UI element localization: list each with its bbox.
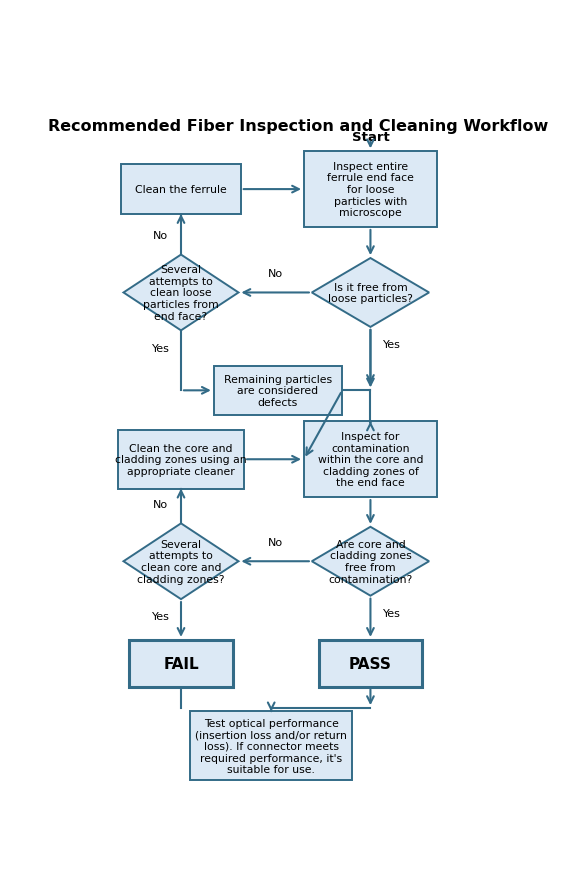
FancyBboxPatch shape — [214, 367, 342, 416]
Polygon shape — [123, 524, 239, 600]
Text: Several
attempts to
clean loose
particles from
end face?: Several attempts to clean loose particle… — [143, 265, 219, 321]
Polygon shape — [312, 527, 429, 596]
Text: Clean the ferrule: Clean the ferrule — [135, 185, 227, 195]
Text: FAIL: FAIL — [163, 656, 199, 671]
FancyBboxPatch shape — [318, 640, 423, 687]
Text: Clean the core and
cladding zones using an
appropriate cleaner: Clean the core and cladding zones using … — [115, 443, 247, 477]
Text: Yes: Yes — [152, 611, 169, 621]
Text: Start: Start — [352, 131, 389, 143]
FancyBboxPatch shape — [118, 431, 244, 489]
Text: No: No — [268, 269, 283, 279]
FancyBboxPatch shape — [304, 422, 437, 498]
Text: Is it free from
loose particles?: Is it free from loose particles? — [328, 283, 413, 304]
Text: Yes: Yes — [152, 343, 169, 353]
Text: No: No — [153, 500, 168, 510]
FancyBboxPatch shape — [304, 152, 437, 228]
Text: Test optical performance
(insertion loss and/or return
loss). If connector meets: Test optical performance (insertion loss… — [196, 718, 347, 774]
Polygon shape — [312, 258, 429, 327]
Text: Yes: Yes — [383, 608, 401, 619]
Text: No: No — [268, 537, 283, 547]
Text: No: No — [153, 231, 168, 241]
Text: Are core and
cladding zones
free from
contamination?: Are core and cladding zones free from co… — [328, 539, 413, 584]
Text: Several
attempts to
clean core and
cladding zones?: Several attempts to clean core and cladd… — [137, 539, 225, 584]
Text: Remaining particles
are considered
defects: Remaining particles are considered defec… — [224, 375, 332, 408]
Text: PASS: PASS — [349, 656, 392, 671]
Polygon shape — [123, 256, 239, 331]
Text: Recommended Fiber Inspection and Cleaning Workflow: Recommended Fiber Inspection and Cleanin… — [48, 119, 548, 134]
FancyBboxPatch shape — [121, 165, 241, 215]
FancyBboxPatch shape — [190, 712, 353, 780]
Text: Inspect for
contamination
within the core and
cladding zones of
the end face: Inspect for contamination within the cor… — [318, 432, 423, 488]
Text: Inspect entire
ferrule end face
for loose
particles with
microscope: Inspect entire ferrule end face for loos… — [327, 162, 414, 218]
Text: Yes: Yes — [383, 340, 401, 350]
FancyBboxPatch shape — [129, 640, 233, 687]
